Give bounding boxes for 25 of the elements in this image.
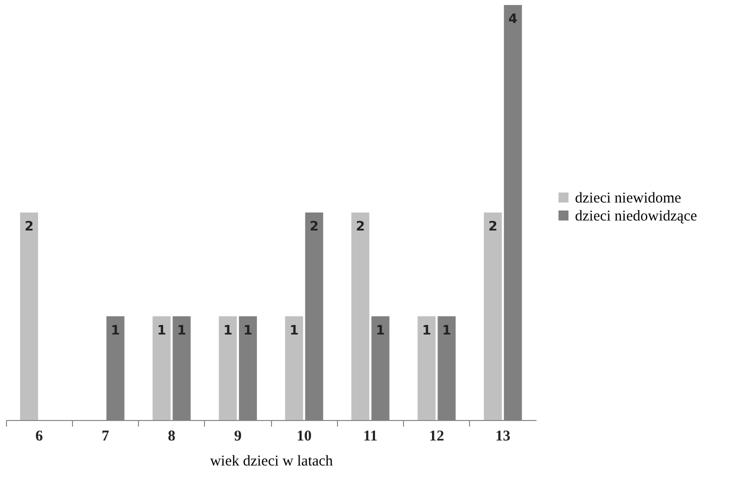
data-label: 1	[223, 323, 232, 338]
data-label: 2	[310, 220, 319, 234]
data-label: 1	[422, 323, 432, 338]
x-tick-label: 11	[363, 428, 378, 444]
x-axis-title: wiek dzieci w latach	[210, 454, 334, 470]
data-label: 1	[290, 323, 299, 338]
x-tick-label: 8	[168, 428, 176, 444]
data-label: 2	[356, 220, 365, 234]
data-label: 2	[24, 220, 34, 234]
data-label: 1	[243, 323, 252, 338]
data-label: 1	[157, 323, 166, 338]
x-tick-label: 12	[429, 428, 444, 444]
x-tick-label: 13	[495, 428, 510, 444]
data-label: 1	[110, 323, 120, 338]
data-label: 1	[376, 323, 385, 338]
data-label: 1	[177, 323, 186, 338]
x-tick-label: 9	[234, 428, 242, 444]
x-tick-label: 7	[102, 428, 110, 444]
data-label: 2	[488, 220, 498, 234]
legend-label: dzieci niewidome	[575, 190, 682, 206]
x-tick-label: 10	[296, 428, 312, 444]
x-tick-label: 6	[35, 428, 44, 444]
data-label: 1	[442, 323, 452, 338]
data-label: 4	[508, 12, 518, 27]
legend-label: dzieci niedowidzące	[575, 208, 698, 224]
